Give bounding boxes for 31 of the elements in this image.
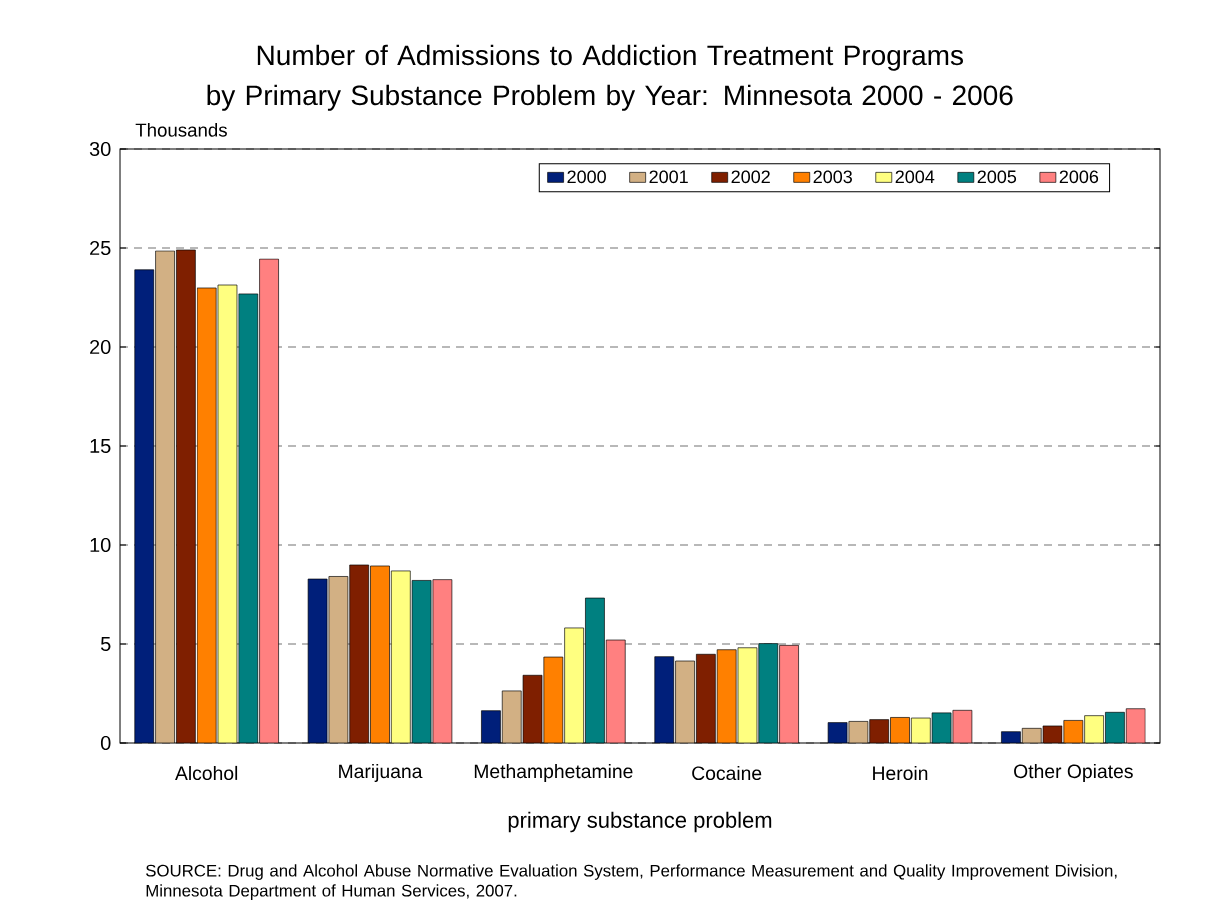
y-tick-label: 30 [89,141,111,157]
x-tick-label: Other Opiates [1014,763,1133,782]
y-tick-label: 10 [90,537,111,553]
x-tick-label: Heroin [873,765,928,781]
bar [370,565,390,743]
y-axis-title: Thousands [135,123,227,137]
bar [196,287,217,743]
bar [543,656,564,743]
y-tick-label: 5 [100,637,111,651]
bar [155,250,175,743]
y-tick-label: 25 [90,240,111,256]
legend-label: 2000 [567,170,606,184]
legend-label: 2002 [731,170,770,184]
legend-label: 2006 [1059,170,1099,184]
source-note: SOURCE: Drug and Alcohol Abuse Normative Evaluation System, Performance Measurement and Quality Improvement Division, Minnesota Department of Human Services, 2007. [146,864,1117,900]
y-tick-label: 15 [90,439,111,453]
x-tick-label: Alcohol [175,765,238,781]
bar [675,660,695,743]
x-tick-label: Methamphetamine [474,763,633,782]
x-tick-label: Marijuana [339,763,423,782]
bar [501,690,522,743]
y-tick-label: 20 [90,339,111,355]
x-axis-title: primary substance problem [508,811,772,833]
legend-label: 2005 [977,170,1017,184]
x-tick-label: Cocaine [692,765,762,781]
chart-title: Number of Admissions to Addiction Treatment Programs by Primary Substance Problem by Year: Minnesota 2000 - 2006 [207,44,1013,111]
legend-label: 2001 [649,170,688,184]
legend-label: 2004 [895,170,935,184]
y-tick-label: 0 [100,735,111,751]
bar [716,649,737,743]
legend-label: 2003 [813,170,852,184]
